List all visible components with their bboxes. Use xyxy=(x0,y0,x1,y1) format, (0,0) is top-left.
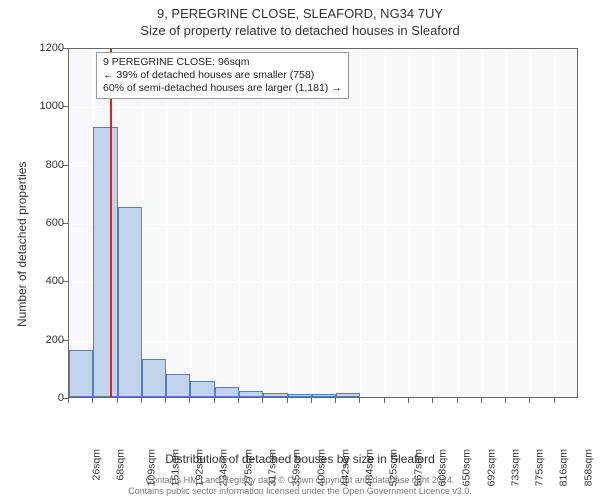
gridline-v xyxy=(482,49,483,397)
annotation-line-1: 9 PEREGRINE CLOSE: 96sqm xyxy=(103,56,342,69)
gridline-h xyxy=(69,224,577,225)
gridline-v xyxy=(312,49,313,397)
gridline-h xyxy=(69,107,577,108)
gridline-v xyxy=(506,49,507,397)
histogram-bar xyxy=(239,391,263,397)
gridline-v xyxy=(530,49,531,397)
attribution-line-2: Contains public sector information licen… xyxy=(0,486,600,496)
histogram-bar xyxy=(166,374,190,397)
gridline-v xyxy=(69,49,70,397)
gridline-v xyxy=(263,49,264,397)
x-tick xyxy=(311,398,312,403)
gridline-v xyxy=(433,49,434,397)
y-tick-label: 1000 xyxy=(24,100,64,112)
gridline-h xyxy=(69,341,577,342)
y-tick-label: 800 xyxy=(24,159,64,171)
gridline-v xyxy=(215,49,216,397)
x-tick xyxy=(505,398,506,403)
gridline-v xyxy=(336,49,337,397)
gridline-h xyxy=(69,399,577,400)
property-size-chart: 9, PEREGRINE CLOSE, SLEAFORD, NG34 7UY S… xyxy=(0,0,600,500)
attribution: Contains HM Land Registry data © Crown c… xyxy=(0,475,600,496)
x-tick xyxy=(92,398,93,403)
annotation-line-2: ← 39% of detached houses are smaller (75… xyxy=(103,69,342,82)
gridline-v xyxy=(555,49,556,397)
x-tick xyxy=(262,398,263,403)
x-tick xyxy=(529,398,530,403)
chart-title-sub: Size of property relative to detached ho… xyxy=(0,21,600,38)
histogram-bar xyxy=(69,350,93,397)
x-tick xyxy=(481,398,482,403)
gridline-h xyxy=(69,49,577,50)
y-tick-label: 200 xyxy=(24,334,64,346)
y-tick-label: 600 xyxy=(24,217,64,229)
histogram-bar xyxy=(336,393,360,397)
gridline-v xyxy=(409,49,410,397)
x-tick xyxy=(384,398,385,403)
y-tick-label: 0 xyxy=(24,392,64,404)
gridline-v xyxy=(385,49,386,397)
gridline-v xyxy=(458,49,459,397)
histogram-bar xyxy=(263,393,287,397)
x-tick xyxy=(359,398,360,403)
histogram-bar xyxy=(288,394,312,397)
annotation-box: 9 PEREGRINE CLOSE: 96sqm ← 39% of detach… xyxy=(96,52,349,99)
x-tick xyxy=(214,398,215,403)
x-tick xyxy=(287,398,288,403)
gridline-v xyxy=(142,49,143,397)
gridline-v xyxy=(166,49,167,397)
x-tick xyxy=(335,398,336,403)
histogram-bar xyxy=(312,394,336,397)
gridline-v xyxy=(360,49,361,397)
chart-title-main: 9, PEREGRINE CLOSE, SLEAFORD, NG34 7UY xyxy=(0,0,600,21)
gridline-v xyxy=(288,49,289,397)
gridline-v xyxy=(239,49,240,397)
x-tick xyxy=(117,398,118,403)
histogram-bar xyxy=(93,127,117,397)
histogram-bar xyxy=(215,387,239,397)
x-tick xyxy=(165,398,166,403)
property-marker-line xyxy=(110,49,112,397)
y-tick-label: 400 xyxy=(24,275,64,287)
attribution-line-1: Contains HM Land Registry data © Crown c… xyxy=(0,475,600,485)
x-tick xyxy=(141,398,142,403)
histogram-bar xyxy=(142,359,166,397)
y-axis-label: Number of detached properties xyxy=(15,162,29,327)
gridline-v xyxy=(190,49,191,397)
annotation-line-3: 60% of semi-detached houses are larger (… xyxy=(103,82,342,95)
x-tick xyxy=(68,398,69,403)
y-tick-label: 1200 xyxy=(24,42,64,54)
histogram-bar xyxy=(190,381,214,397)
plot-area xyxy=(68,48,578,398)
x-tick xyxy=(189,398,190,403)
gridline-h xyxy=(69,282,577,283)
x-axis-label: Distribution of detached houses by size … xyxy=(0,452,600,466)
x-tick xyxy=(238,398,239,403)
histogram-bar xyxy=(118,207,142,397)
x-tick xyxy=(408,398,409,403)
x-tick xyxy=(457,398,458,403)
x-tick xyxy=(432,398,433,403)
x-tick xyxy=(554,398,555,403)
gridline-h xyxy=(69,166,577,167)
